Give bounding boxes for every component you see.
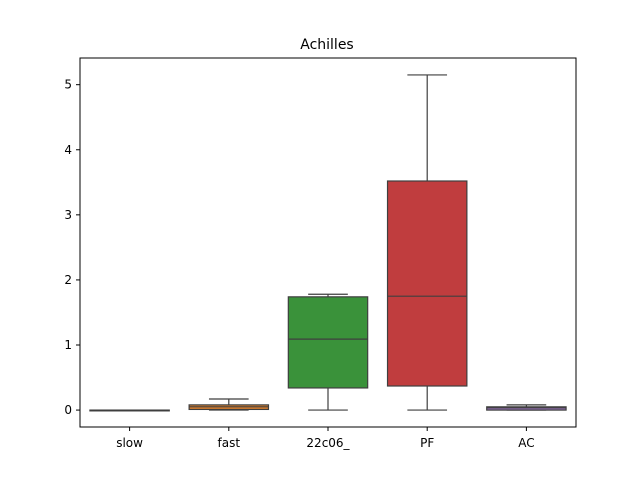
y-tick-label: 0: [64, 403, 72, 417]
axes-layer: 0 1 2 3 4 5 slow fast 22c06_ PF AC: [64, 57, 577, 450]
box-rect: [287, 296, 369, 389]
y-tick-label: 5: [64, 78, 72, 92]
boxes-layer: [89, 74, 567, 412]
y-tick-label: 2: [64, 273, 72, 287]
box-group-4: [486, 404, 567, 411]
box-rect: [386, 180, 468, 387]
box-rect: [486, 406, 567, 411]
x-tick-label: 22c06_: [306, 436, 350, 450]
x-tick-label: AC: [518, 436, 534, 450]
x-tick-label: fast: [218, 436, 241, 450]
chart-title: Achilles: [300, 37, 353, 53]
box-group-0: [89, 409, 170, 412]
box-group-3: [386, 74, 468, 411]
box-group-2: [287, 293, 369, 411]
x-tick-label: PF: [420, 436, 434, 450]
x-tick-label: slow: [116, 436, 143, 450]
y-tick-label: 4: [64, 143, 72, 157]
y-tick-label: 3: [64, 208, 72, 222]
box-group-1: [188, 398, 270, 411]
y-tick-label: 1: [64, 338, 72, 352]
